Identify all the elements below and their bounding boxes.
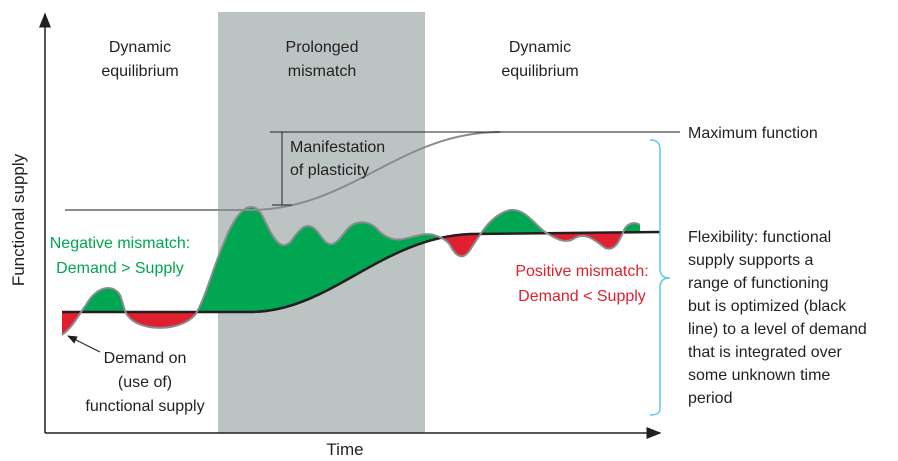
flexibility-label: Flexibility: functional supply supports a… [688, 229, 867, 407]
negative-label: Negative mismatch: Demand > Supply [50, 235, 191, 277]
region-label: Dynamic equilibrium [501, 39, 578, 80]
flexibility-line: Flexibility: functional [688, 229, 831, 246]
flexibility-line: line) to a level of demand [688, 321, 867, 338]
flexibility-line: range of functioning [688, 275, 829, 292]
region-label: Prolonged mismatch [286, 39, 359, 80]
flexibility-line: that is integrated over [688, 344, 843, 361]
flexibility-line: supply supports a [688, 252, 814, 269]
demand-arrow [67, 335, 101, 353]
flexibility-line: some unknown time [688, 367, 830, 384]
y-axis-label: Functional supply [9, 153, 28, 286]
flexibility-line: period [688, 390, 732, 407]
flexibility-bracket [649, 139, 671, 416]
positive-label: Positive mismatch: Demand < Supply [515, 263, 648, 305]
supply-line [62, 230, 661, 314]
region-label: Dynamic equilibrium [101, 39, 178, 80]
demand-curve [61, 206, 641, 336]
x-axis-label: Time [326, 440, 363, 459]
maximum-function-line [65, 131, 680, 211]
plasticity-label: Manifestation of plasticity [290, 139, 385, 179]
demand-label: Demand on (use of) functional supply [85, 350, 204, 415]
maximum-label: Maximum function [688, 125, 818, 142]
flexibility-line: but is optimized (black [688, 298, 847, 315]
